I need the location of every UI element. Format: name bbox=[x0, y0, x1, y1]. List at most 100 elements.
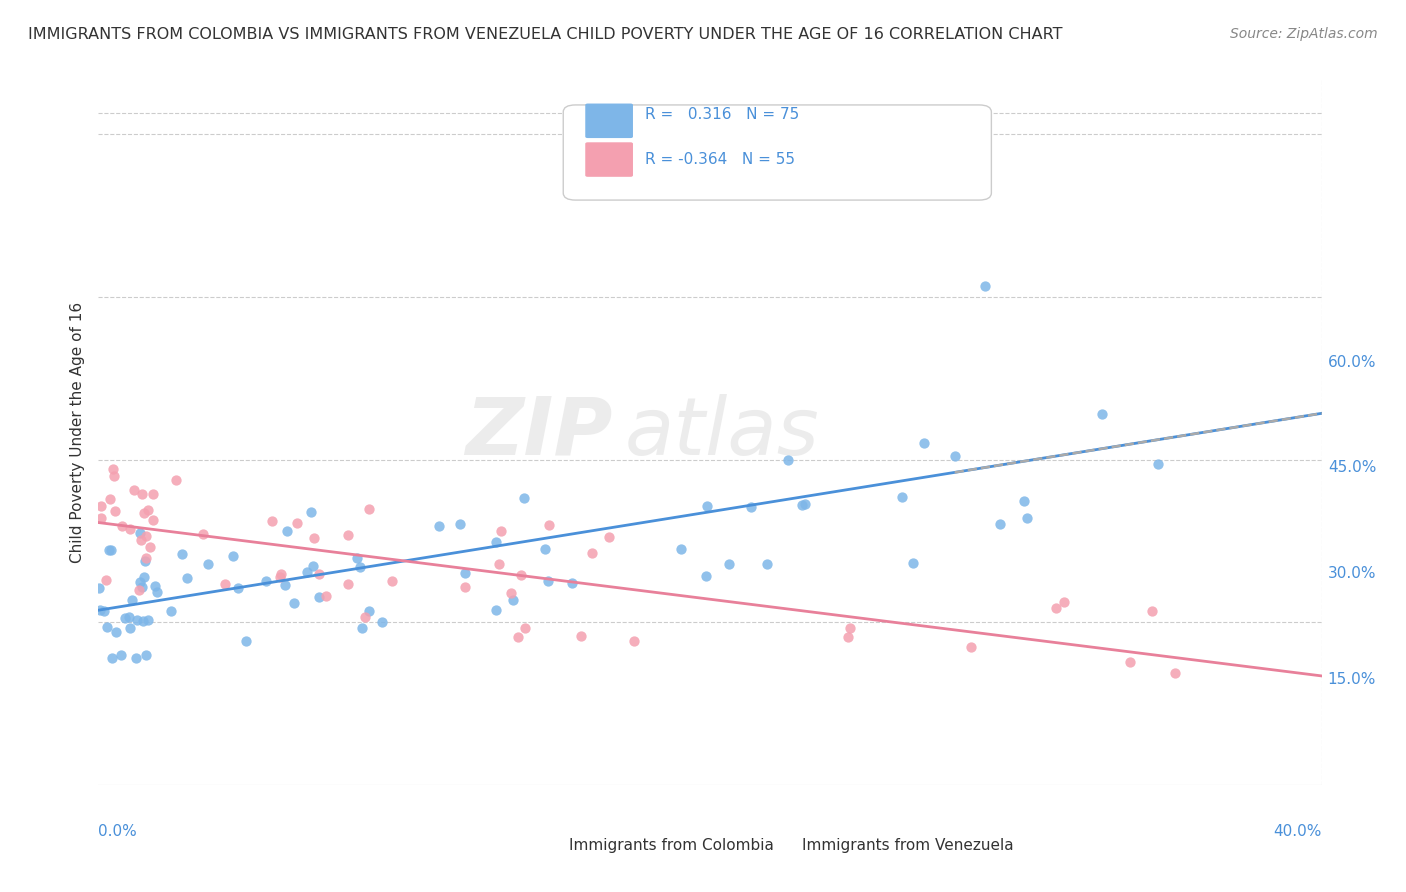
Text: ZIP: ZIP bbox=[465, 393, 612, 472]
Point bbox=[581, 546, 603, 560]
FancyBboxPatch shape bbox=[766, 824, 799, 848]
Point bbox=[537, 574, 560, 589]
Text: Immigrants from Venezuela: Immigrants from Venezuela bbox=[801, 838, 1014, 853]
Point bbox=[427, 518, 450, 533]
Point bbox=[1015, 511, 1038, 525]
Point bbox=[755, 557, 778, 571]
FancyBboxPatch shape bbox=[564, 105, 991, 200]
Point bbox=[337, 528, 360, 542]
Point bbox=[197, 558, 219, 572]
Point bbox=[740, 500, 762, 514]
Point bbox=[1146, 457, 1168, 471]
Point bbox=[299, 505, 322, 519]
Point bbox=[176, 571, 198, 585]
Point bbox=[170, 547, 193, 561]
Point bbox=[129, 533, 152, 547]
Point bbox=[128, 582, 150, 597]
Point bbox=[489, 524, 512, 538]
Point bbox=[134, 570, 156, 584]
Text: 40.0%: 40.0% bbox=[1274, 823, 1322, 838]
Point bbox=[276, 524, 298, 539]
Point bbox=[534, 542, 557, 557]
Point bbox=[988, 517, 1011, 532]
Point bbox=[513, 621, 536, 635]
Text: 30.0%: 30.0% bbox=[1327, 566, 1376, 581]
Point bbox=[346, 551, 368, 566]
Point bbox=[105, 625, 128, 640]
Text: Immigrants from Colombia: Immigrants from Colombia bbox=[569, 838, 775, 853]
Point bbox=[538, 518, 561, 533]
Point bbox=[114, 611, 136, 625]
Point bbox=[125, 650, 148, 665]
Point bbox=[193, 527, 215, 541]
Point bbox=[488, 557, 510, 571]
Point bbox=[381, 574, 404, 589]
Point bbox=[790, 499, 813, 513]
Point bbox=[226, 581, 249, 595]
Point bbox=[839, 621, 862, 635]
Point bbox=[98, 492, 121, 507]
Y-axis label: Child Poverty Under the Age of 16: Child Poverty Under the Age of 16 bbox=[69, 302, 84, 563]
Point bbox=[454, 566, 477, 580]
Point bbox=[262, 514, 284, 528]
Point bbox=[349, 559, 371, 574]
Point bbox=[512, 491, 534, 505]
Point bbox=[135, 529, 157, 543]
Point bbox=[222, 549, 245, 563]
Point bbox=[103, 468, 125, 483]
Point bbox=[160, 604, 183, 618]
Point bbox=[118, 621, 141, 635]
FancyBboxPatch shape bbox=[585, 103, 633, 138]
Point bbox=[270, 566, 292, 581]
Text: 0.0%: 0.0% bbox=[98, 823, 138, 838]
Point bbox=[269, 570, 291, 584]
Point bbox=[974, 279, 997, 293]
Point bbox=[120, 522, 142, 536]
Point bbox=[669, 542, 692, 557]
Text: R = -0.364   N = 55: R = -0.364 N = 55 bbox=[645, 152, 796, 167]
Point bbox=[101, 651, 124, 665]
Point bbox=[1091, 407, 1114, 421]
Point bbox=[90, 499, 112, 513]
Point bbox=[104, 504, 127, 518]
Point bbox=[454, 580, 477, 594]
Point bbox=[561, 576, 583, 591]
Point bbox=[354, 609, 377, 624]
Point bbox=[135, 550, 157, 565]
Point bbox=[94, 573, 117, 587]
Point bbox=[295, 566, 318, 580]
Point bbox=[1140, 604, 1163, 618]
Point bbox=[308, 566, 330, 581]
Point bbox=[131, 614, 153, 628]
Point bbox=[695, 569, 717, 583]
Point bbox=[136, 614, 159, 628]
Point bbox=[696, 500, 718, 514]
Point bbox=[110, 648, 132, 662]
Point bbox=[510, 568, 533, 582]
Point bbox=[598, 530, 620, 544]
Point bbox=[1012, 494, 1035, 508]
Point bbox=[794, 497, 817, 511]
Point bbox=[308, 590, 330, 604]
Text: IMMIGRANTS FROM COLOMBIA VS IMMIGRANTS FROM VENEZUELA CHILD POVERTY UNDER THE AG: IMMIGRANTS FROM COLOMBIA VS IMMIGRANTS F… bbox=[28, 27, 1063, 42]
Point bbox=[285, 516, 308, 530]
Point bbox=[118, 610, 141, 624]
Point bbox=[235, 633, 257, 648]
Point bbox=[139, 540, 162, 554]
Point bbox=[891, 490, 914, 504]
Point bbox=[142, 487, 165, 501]
Point bbox=[134, 507, 156, 521]
Point bbox=[837, 630, 859, 644]
Point bbox=[1053, 595, 1076, 609]
Point bbox=[485, 603, 508, 617]
Point bbox=[501, 585, 523, 599]
Point bbox=[142, 512, 165, 526]
Point bbox=[274, 578, 297, 592]
Point bbox=[371, 615, 394, 629]
Point bbox=[449, 516, 471, 531]
Point bbox=[485, 534, 508, 549]
Point bbox=[131, 487, 153, 501]
Text: 60.0%: 60.0% bbox=[1327, 355, 1376, 369]
Point bbox=[337, 577, 360, 591]
FancyBboxPatch shape bbox=[530, 824, 562, 848]
